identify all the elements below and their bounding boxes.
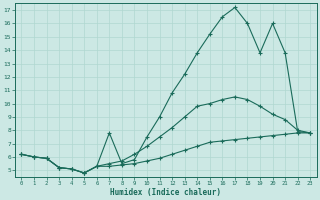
X-axis label: Humidex (Indice chaleur): Humidex (Indice chaleur) [110, 188, 221, 197]
